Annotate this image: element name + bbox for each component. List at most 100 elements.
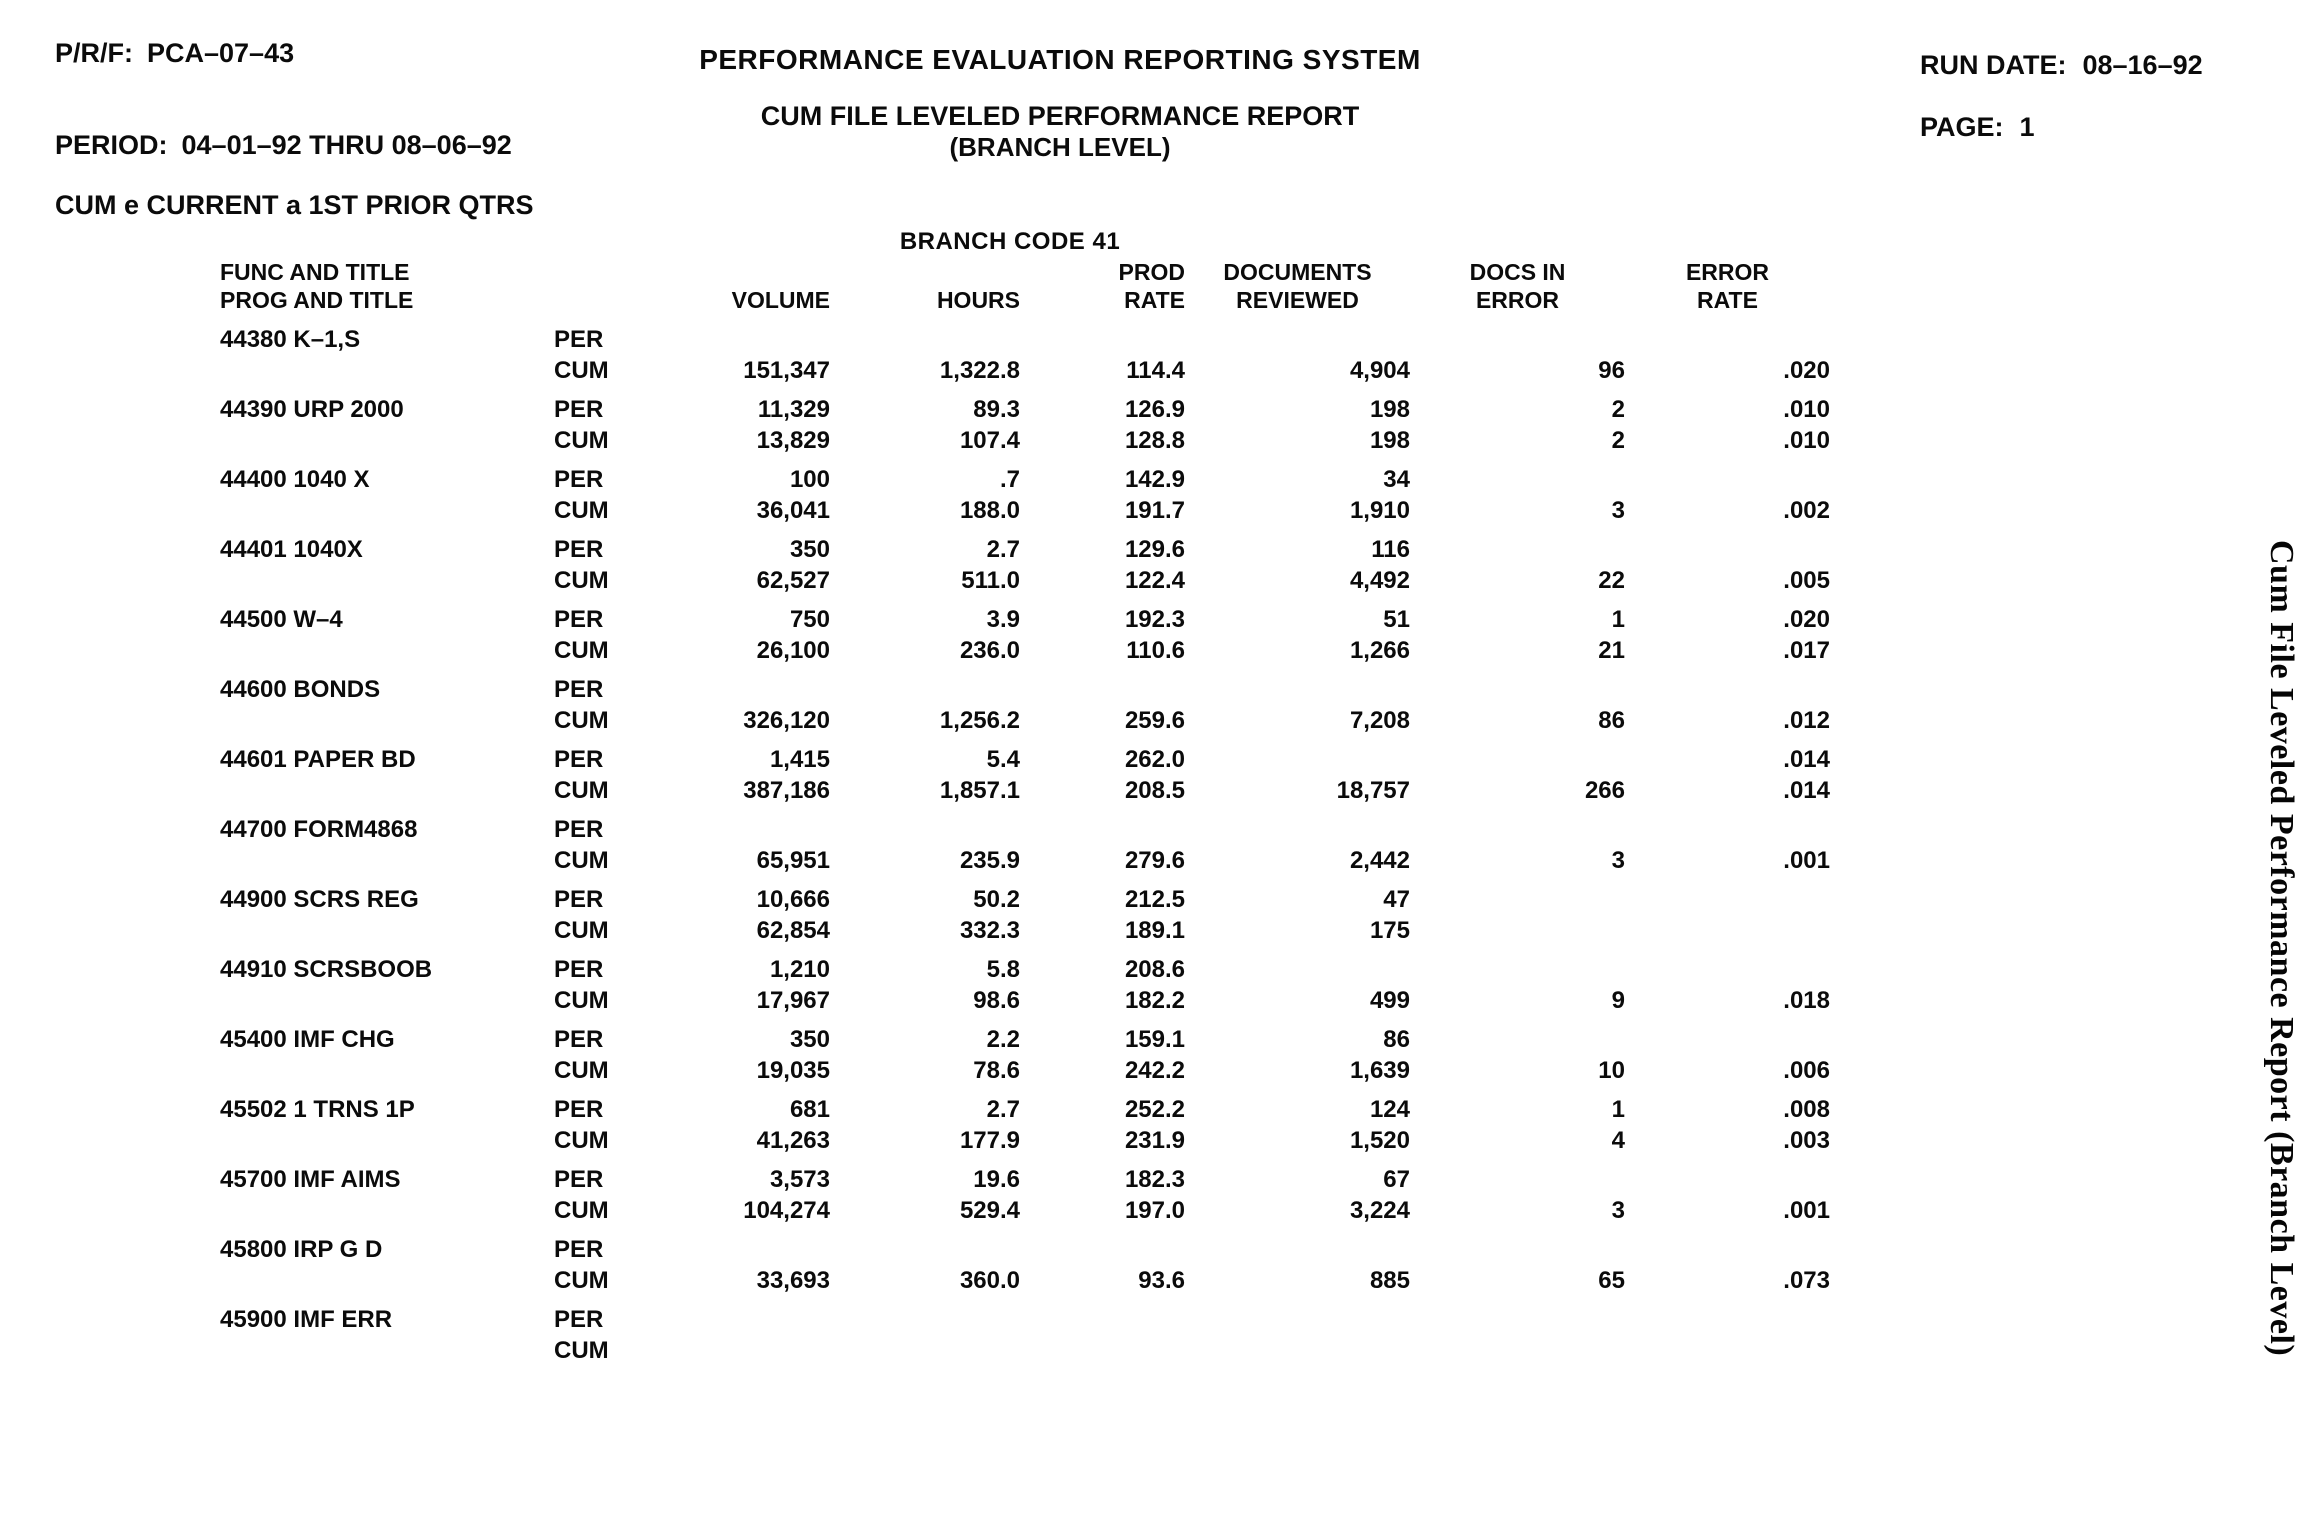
table-line: 44380 K–1,S PER bbox=[220, 324, 1830, 355]
docs-in-error-cell: 3 bbox=[1611, 497, 1625, 524]
docs-reviewed-cell: 18,757 bbox=[1336, 777, 1410, 804]
docs-in-error-cell bbox=[1410, 1304, 1625, 1335]
volume-cell: 104,274 bbox=[743, 1197, 830, 1224]
period-line: PERIOD: 04–01–92 THRU 08–06–92 bbox=[55, 128, 534, 162]
prod-rate-cell: 189.1 bbox=[1124, 917, 1185, 944]
period-label: CUM bbox=[554, 707, 609, 734]
period-label: CUM bbox=[554, 1197, 609, 1224]
period-label: PER bbox=[554, 396, 604, 423]
page-value: 1 bbox=[2019, 112, 2035, 142]
program-row: 45502 1 TRNS 1P PER 681 2.7 252.2 124 1 .008 CU… bbox=[220, 1094, 1830, 1156]
docs-in-error-cell bbox=[1410, 1335, 1625, 1366]
table-line: CUM 36,041 188.0 191.7 1,910 3 .002 bbox=[220, 495, 1830, 526]
hours-cell: 2.2 bbox=[986, 1026, 1020, 1053]
docs-reviewed-cell bbox=[1185, 1234, 1410, 1265]
volume-cell: 19,035 bbox=[756, 1057, 830, 1084]
volume-cell bbox=[650, 324, 830, 355]
docs-reviewed-cell bbox=[1185, 814, 1410, 845]
docs-reviewed-cell: 51 bbox=[1383, 606, 1410, 633]
volume-cell: 62,527 bbox=[756, 567, 830, 594]
docs-reviewed-cell bbox=[1185, 1304, 1410, 1335]
error-rate-cell bbox=[1625, 884, 1830, 915]
program-title bbox=[220, 705, 550, 736]
prod-rate-cell bbox=[1020, 324, 1185, 355]
prod-rate-cell: 231.9 bbox=[1124, 1127, 1185, 1154]
table-line: 44910 SCRSBOOB PER 1,210 5.8 208.6 bbox=[220, 954, 1830, 985]
prod-rate-cell bbox=[1020, 1234, 1185, 1265]
prod-rate-cell: 208.5 bbox=[1124, 777, 1185, 804]
docs-reviewed-cell: 2,442 bbox=[1349, 847, 1410, 874]
docs-reviewed-cell: 1,520 bbox=[1349, 1127, 1410, 1154]
col-docs-in-error: DOCS IN ERROR bbox=[1469, 259, 1566, 313]
prod-rate-cell: 197.0 bbox=[1124, 1197, 1185, 1224]
hours-cell: 236.0 bbox=[959, 637, 1020, 664]
error-rate-cell: .010 bbox=[1783, 396, 1830, 423]
docs-in-error-cell bbox=[1410, 464, 1625, 495]
table-line: CUM 151,347 1,322.8 114.4 4,904 96 .020 bbox=[220, 355, 1830, 386]
hours-cell: 332.3 bbox=[959, 917, 1020, 944]
prod-rate-cell: 212.5 bbox=[1124, 886, 1185, 913]
period-label: CUM bbox=[554, 357, 609, 384]
docs-reviewed-cell bbox=[1185, 324, 1410, 355]
hours-cell: 107.4 bbox=[959, 427, 1020, 454]
table-line: CUM 19,035 78.6 242.2 1,639 10 .006 bbox=[220, 1055, 1830, 1086]
col-volume: VOLUME bbox=[731, 287, 830, 313]
volume-cell: 41,263 bbox=[756, 1127, 830, 1154]
volume-cell: 387,186 bbox=[743, 777, 830, 804]
volume-cell: 326,120 bbox=[743, 707, 830, 734]
table-line: CUM 41,263 177.9 231.9 1,520 4 .003 bbox=[220, 1125, 1830, 1156]
error-rate-cell: .005 bbox=[1783, 567, 1830, 594]
docs-reviewed-cell: 86 bbox=[1383, 1026, 1410, 1053]
hours-cell: 2.7 bbox=[986, 1096, 1020, 1123]
docs-in-error-cell bbox=[1410, 1024, 1625, 1055]
docs-reviewed-cell: 67 bbox=[1383, 1166, 1410, 1193]
error-rate-cell: .003 bbox=[1783, 1127, 1830, 1154]
page-label: PAGE: bbox=[1920, 112, 2004, 142]
prod-rate-cell bbox=[1020, 1335, 1185, 1366]
period-label: PER bbox=[554, 886, 604, 913]
report-table: BRANCH CODE 41 FUNC AND TITLE PROG AND T… bbox=[220, 228, 1830, 1374]
header-right-block: RUN DATE: 08–16–92 PAGE: 1 bbox=[1920, 48, 2203, 144]
volume-cell: 13,829 bbox=[756, 427, 830, 454]
period-label: CUM bbox=[554, 567, 609, 594]
volume-cell: 11,329 bbox=[757, 396, 830, 423]
program-title: 44390 URP 2000 bbox=[220, 396, 404, 423]
program-row: 44400 1040 X PER 100 .7 142.9 34 CUM 36,041 188… bbox=[220, 464, 1830, 526]
program-title: 45400 IMF CHG bbox=[220, 1026, 395, 1053]
hours-cell: 177.9 bbox=[959, 1127, 1020, 1154]
prod-rate-cell: 129.6 bbox=[1124, 536, 1185, 563]
docs-in-error-cell: 22 bbox=[1598, 567, 1625, 594]
hours-cell bbox=[830, 1335, 1020, 1366]
program-title: 45700 IMF AIMS bbox=[220, 1166, 401, 1193]
table-line: 44400 1040 X PER 100 .7 142.9 34 bbox=[220, 464, 1830, 495]
program-row: 44401 1040X PER 350 2.7 129.6 116 CUM 62,527 51… bbox=[220, 534, 1830, 596]
hours-cell: 19.6 bbox=[973, 1166, 1020, 1193]
error-rate-cell: .001 bbox=[1783, 847, 1830, 874]
program-row: 44900 SCRS REG PER 10,666 50.2 212.5 47 CUM 62… bbox=[220, 884, 1830, 946]
volume-cell bbox=[650, 1304, 830, 1335]
table-line: CUM bbox=[220, 1335, 1830, 1366]
error-rate-cell: .017 bbox=[1783, 637, 1830, 664]
program-title bbox=[220, 495, 550, 526]
hours-cell: .7 bbox=[999, 466, 1020, 493]
hours-cell: 1,857.1 bbox=[939, 777, 1020, 804]
error-rate-cell bbox=[1625, 814, 1830, 845]
program-row: 45400 IMF CHG PER 350 2.2 159.1 86 CUM 19,035 7… bbox=[220, 1024, 1830, 1086]
branch-code-title: BRANCH CODE 41 bbox=[899, 228, 1121, 255]
error-rate-cell: .020 bbox=[1783, 606, 1830, 633]
docs-reviewed-cell: 1,910 bbox=[1349, 497, 1410, 524]
table-line: 44900 SCRS REG PER 10,666 50.2 212.5 47 bbox=[220, 884, 1830, 915]
program-title bbox=[220, 845, 550, 876]
period-label: CUM bbox=[554, 847, 609, 874]
period-label: PER bbox=[554, 956, 604, 983]
volume-cell bbox=[650, 674, 830, 705]
period-label: CUM bbox=[554, 917, 609, 944]
report-title: CUM FILE LEVELED PERFORMANCE REPORT bbox=[760, 101, 1360, 131]
docs-in-error-cell: 2 bbox=[1611, 427, 1625, 454]
program-title bbox=[220, 1265, 550, 1296]
docs-in-error-cell: 1 bbox=[1611, 606, 1625, 633]
volume-cell: 1,415 bbox=[769, 746, 830, 773]
col-period bbox=[550, 258, 650, 314]
prod-rate-cell: 159.1 bbox=[1124, 1026, 1185, 1053]
volume-cell: 1,210 bbox=[769, 956, 830, 983]
